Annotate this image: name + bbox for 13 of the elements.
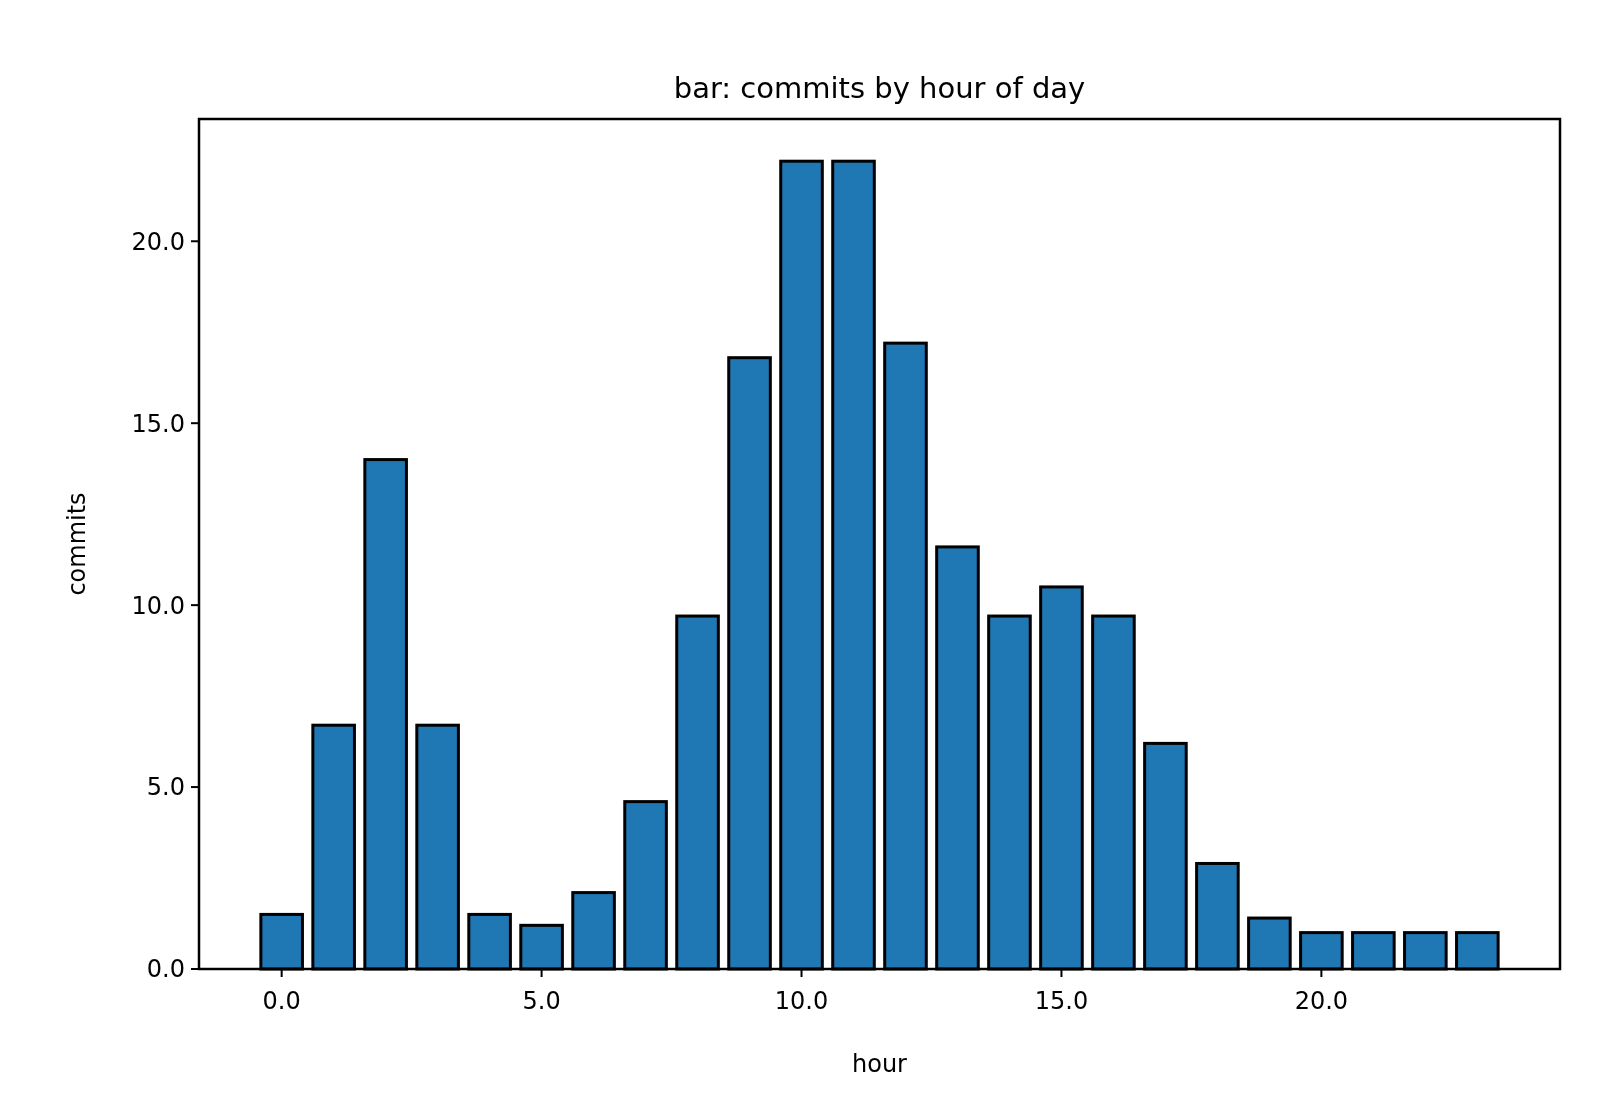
x-tick-label: 20.0	[1294, 987, 1349, 1015]
y-axis-title: commits	[63, 492, 91, 596]
x-tick-label: 5.0	[522, 987, 561, 1015]
x-tick-label: 10.0	[774, 987, 829, 1015]
x-axis-title: hour	[852, 1050, 908, 1078]
y-tick-label: 20.0	[131, 227, 185, 256]
y-tick-label: 0.0	[146, 955, 185, 984]
chart-title: bar: commits by hour of day	[673, 71, 1086, 105]
x-tick-label: 15.0	[1034, 987, 1089, 1015]
y-tick-label: 15.0	[131, 409, 185, 438]
y-tick-label: 10.0	[131, 591, 185, 620]
x-tick-label: 0.0	[262, 987, 301, 1015]
y-tick-label: 5.0	[146, 773, 185, 802]
